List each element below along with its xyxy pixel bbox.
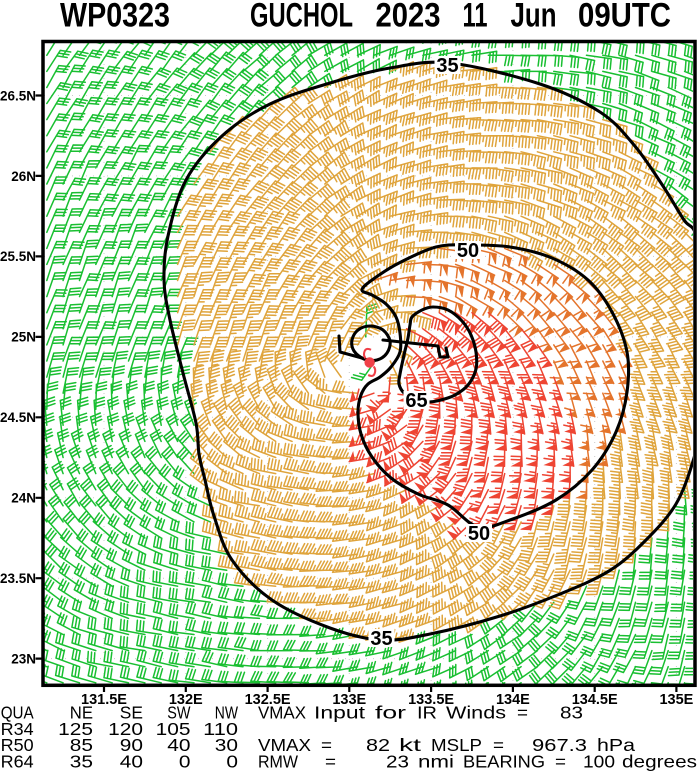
- svg-text:R34: R34: [1, 719, 34, 739]
- svg-text:23: 23: [386, 751, 409, 771]
- svg-text:NE: NE: [70, 703, 93, 723]
- svg-text:83: 83: [560, 703, 583, 723]
- svg-text:=: =: [493, 735, 504, 755]
- svg-text:90: 90: [120, 735, 144, 755]
- svg-text:VMAX: VMAX: [258, 735, 311, 755]
- svg-text:40: 40: [167, 735, 191, 755]
- svg-text:nmi: nmi: [418, 751, 454, 771]
- svg-text:QUA: QUA: [1, 703, 34, 723]
- svg-text:for: for: [375, 703, 406, 723]
- svg-text:132.5E: 132.5E: [245, 692, 291, 708]
- svg-text:24N: 24N: [11, 491, 36, 506]
- svg-text:24.5N: 24.5N: [0, 410, 36, 425]
- svg-text:11: 11: [463, 0, 488, 35]
- svg-text:degrees: degrees: [622, 751, 697, 771]
- svg-text:133.5E: 133.5E: [408, 692, 454, 708]
- svg-text:WP0323: WP0323: [60, 0, 170, 35]
- svg-text:135E: 135E: [659, 692, 693, 708]
- svg-text:R50: R50: [1, 735, 34, 755]
- svg-text:125: 125: [58, 719, 93, 739]
- svg-text:133E: 133E: [332, 692, 366, 708]
- svg-text:30: 30: [215, 735, 239, 755]
- svg-text:NW: NW: [215, 703, 239, 723]
- svg-text:25.5N: 25.5N: [0, 249, 36, 264]
- svg-text:R64: R64: [1, 751, 34, 771]
- svg-text:MSLP: MSLP: [431, 735, 482, 755]
- svg-text:35: 35: [370, 628, 392, 650]
- svg-text:23N: 23N: [11, 651, 36, 666]
- svg-text:=: =: [555, 751, 566, 771]
- svg-text:VMAX: VMAX: [258, 703, 306, 723]
- svg-text:IR: IR: [417, 703, 437, 723]
- svg-text:Winds: Winds: [446, 703, 506, 723]
- svg-text:100: 100: [583, 751, 615, 771]
- svg-text:25N: 25N: [11, 330, 36, 345]
- svg-text:65: 65: [405, 390, 427, 412]
- svg-text:23.5N: 23.5N: [0, 571, 36, 586]
- svg-text:0: 0: [179, 751, 191, 771]
- svg-text:kt: kt: [399, 735, 421, 755]
- svg-text:134.5E: 134.5E: [572, 692, 618, 708]
- svg-text:=: =: [321, 735, 332, 755]
- svg-text:26N: 26N: [11, 169, 36, 184]
- svg-text:82: 82: [366, 735, 390, 755]
- svg-text:105: 105: [156, 719, 191, 739]
- svg-text:Input: Input: [314, 703, 365, 723]
- svg-text:35: 35: [436, 55, 458, 77]
- svg-text:=: =: [517, 703, 528, 723]
- svg-text:131.5E: 131.5E: [81, 692, 127, 708]
- svg-text:50: 50: [468, 523, 490, 545]
- svg-text:967.3: 967.3: [532, 735, 587, 755]
- svg-text:09UTC: 09UTC: [578, 0, 671, 35]
- svg-text:SE: SE: [120, 703, 143, 723]
- svg-text:RMW: RMW: [258, 751, 298, 771]
- svg-text:85: 85: [70, 735, 93, 755]
- svg-text:35: 35: [70, 751, 93, 771]
- svg-text:2023: 2023: [376, 0, 441, 35]
- svg-text:hPa: hPa: [597, 735, 635, 755]
- svg-text:Jun: Jun: [511, 0, 557, 35]
- svg-text:120: 120: [108, 719, 143, 739]
- svg-text:110: 110: [203, 719, 238, 739]
- svg-text:GUCHOL: GUCHOL: [250, 0, 353, 35]
- svg-text:132E: 132E: [169, 692, 203, 708]
- svg-text:BEARING: BEARING: [463, 751, 545, 771]
- svg-text:40: 40: [120, 751, 144, 771]
- svg-text:26.5N: 26.5N: [0, 88, 36, 103]
- svg-text:0: 0: [226, 751, 238, 771]
- svg-text:50: 50: [457, 240, 479, 262]
- svg-text:=: =: [325, 751, 336, 771]
- svg-text:134E: 134E: [496, 692, 530, 708]
- svg-text:SW: SW: [167, 703, 191, 723]
